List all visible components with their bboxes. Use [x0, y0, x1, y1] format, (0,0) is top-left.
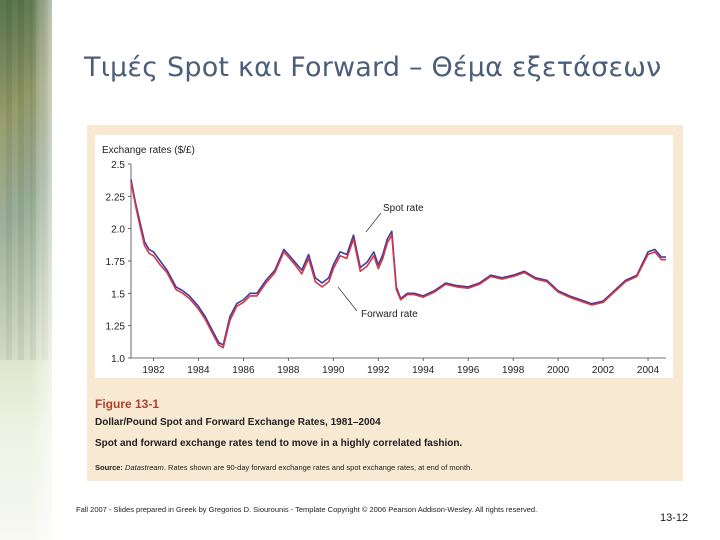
x-tick-label: 1986 — [232, 365, 255, 376]
y-tick-label: 2.25 — [106, 192, 126, 203]
source-label: Source: — [95, 463, 123, 472]
slide-title: Τιμές Spot και Forward – Θέμα εξετάσεων — [84, 52, 662, 83]
x-tick-label: 1988 — [277, 365, 300, 376]
source-name: Datastream — [125, 463, 164, 472]
copyright-footer: Fall 2007 - Slides prepared in Greek by … — [76, 505, 538, 514]
forward-rate-pointer — [337, 286, 358, 312]
y-tick-label: 1.75 — [106, 257, 126, 268]
y-tick-label: 1.25 — [106, 322, 126, 333]
x-tick-label: 2000 — [547, 365, 570, 376]
spot-rate-annotation: Spot rate — [365, 203, 424, 233]
y-axis-label: Exchange rates ($/£) — [102, 145, 195, 156]
x-tick-label: 2002 — [592, 365, 615, 376]
x-tick-label: 1990 — [322, 365, 345, 376]
side-fade — [30, 0, 70, 540]
figure-number: Figure 13-1 — [95, 397, 160, 411]
y-tick-label: 2.5 — [111, 160, 125, 171]
page-number: 13-12 — [660, 512, 689, 524]
y-tick-label: 2.0 — [111, 225, 125, 236]
y-tick-label: 1.0 — [111, 354, 125, 365]
figure-source: Source: Datastream. Rates shown are 90-d… — [95, 463, 472, 472]
forward-rate-line — [130, 181, 666, 349]
forward-rate-label: Forward rate — [361, 309, 418, 320]
x-tick-label: 1982 — [142, 365, 165, 376]
x-tick-label: 1992 — [367, 365, 390, 376]
x-axis-ticks: 1982 1984 1986 1988 1990 1992 1994 1996 1998 2000… — [142, 358, 660, 376]
forward-rate-annotation: Forward rate — [337, 286, 418, 320]
x-tick-label: 2004 — [637, 365, 660, 376]
figure-title: Dollar/Pound Spot and Forward Exchange R… — [95, 417, 381, 428]
y-axis-ticks: 1.0 1.25 1.5 1.75 2.0 2.25 2.5 — [106, 160, 131, 365]
figure-subtitle: Spot and forward exchange rates tend to … — [95, 438, 463, 449]
spot-rate-pointer — [365, 212, 382, 233]
x-tick-label: 1984 — [187, 365, 210, 376]
x-tick-label: 1998 — [502, 365, 525, 376]
x-tick-label: 1994 — [412, 365, 435, 376]
spot-rate-label: Spot rate — [383, 203, 424, 214]
x-tick-label: 1996 — [457, 365, 480, 376]
series-lines — [130, 179, 666, 349]
source-text: . Rates shown are 90-day forward exchang… — [163, 463, 473, 472]
y-tick-label: 1.5 — [111, 289, 125, 300]
